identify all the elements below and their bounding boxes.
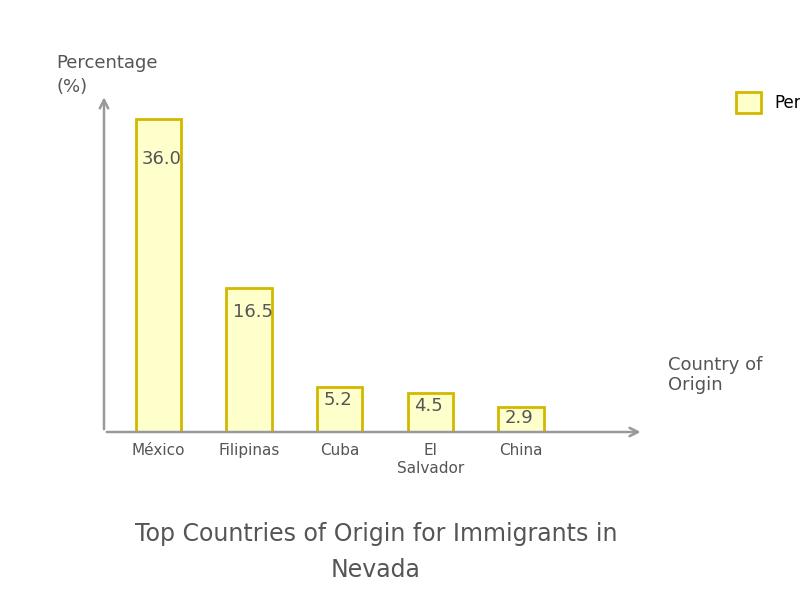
Bar xyxy=(226,289,272,432)
Text: Nevada: Nevada xyxy=(331,558,421,582)
Text: 36.0: 36.0 xyxy=(142,150,182,168)
Text: 16.5: 16.5 xyxy=(233,303,273,321)
Text: 5.2: 5.2 xyxy=(323,391,352,409)
Legend: Percentage: Percentage xyxy=(736,92,800,113)
Text: Country of
Origin: Country of Origin xyxy=(668,356,762,394)
Bar xyxy=(317,387,362,432)
Bar xyxy=(136,119,181,432)
Text: 2.9: 2.9 xyxy=(505,409,534,427)
Text: Percentage: Percentage xyxy=(56,54,158,72)
Bar xyxy=(408,393,453,432)
Text: 4.5: 4.5 xyxy=(414,397,443,415)
Bar xyxy=(498,407,544,432)
Text: Top Countries of Origin for Immigrants in: Top Countries of Origin for Immigrants i… xyxy=(134,522,618,546)
Text: (%): (%) xyxy=(56,78,87,96)
